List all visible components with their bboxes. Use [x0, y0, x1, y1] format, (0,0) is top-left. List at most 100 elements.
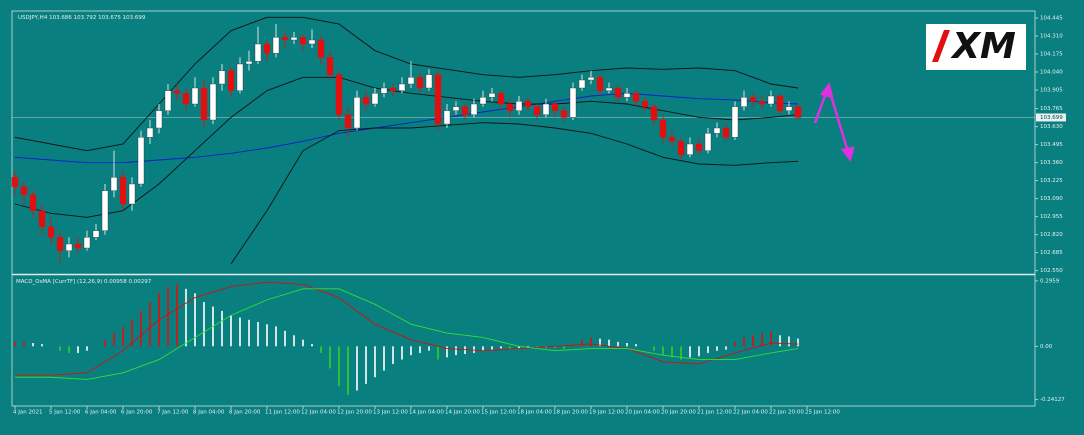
- candle-body: [695, 143, 703, 151]
- candle-body: [371, 93, 379, 105]
- price-tick-label: 102.820: [1040, 232, 1063, 238]
- candle-body: [236, 63, 244, 91]
- price-tick-label: 103.905: [1040, 88, 1063, 94]
- candle-body: [128, 183, 136, 205]
- candle-body: [326, 57, 334, 75]
- candle-body: [389, 87, 397, 91]
- candle-body: [191, 87, 199, 105]
- candle-body: [218, 70, 226, 85]
- candle-body: [704, 133, 712, 151]
- candle-body: [569, 87, 577, 118]
- candle-body: [533, 106, 541, 115]
- candle-body: [605, 87, 613, 91]
- macd-line: [15, 288, 799, 380]
- candle-body: [677, 141, 685, 155]
- x-tick-label: 8 Jan 20:00: [229, 410, 261, 416]
- price-tick-label: 103.765: [1040, 106, 1063, 112]
- candle-body: [443, 110, 451, 125]
- candle-body: [668, 137, 676, 142]
- candle-body: [38, 210, 46, 227]
- open: 103.686: [49, 15, 72, 21]
- x-tick-label: 18 Jan 04:00: [517, 410, 552, 416]
- price-tick-label: 104.310: [1040, 34, 1063, 40]
- candle-body: [488, 93, 496, 98]
- x-tick-label: 20 Jan 20:00: [661, 410, 696, 416]
- low: 103.675: [98, 15, 121, 21]
- candle-body: [155, 110, 163, 129]
- x-tick-label: 18 Jan 20:00: [553, 410, 588, 416]
- candle-body: [20, 186, 28, 195]
- price-tick-label: 102.550: [1040, 268, 1063, 274]
- indicator-tick-label: 0.2959: [1040, 278, 1060, 284]
- price-tick-label: 104.445: [1040, 16, 1063, 22]
- candle-body: [587, 77, 595, 81]
- candle-body: [749, 97, 757, 102]
- x-tick-label: 4 Jan 2021: [13, 410, 42, 416]
- frame: [11, 10, 1036, 407]
- candle-body: [380, 87, 388, 94]
- x-tick-label: 5 Jan 12:00: [49, 410, 81, 416]
- candle-body: [479, 97, 487, 105]
- indicator-line: [230, 122, 799, 265]
- indicator-value: 0.00297: [129, 279, 152, 285]
- x-tick-label: 7 Jan 12:00: [157, 410, 189, 416]
- candle-body: [209, 83, 217, 121]
- candle-body: [596, 77, 604, 91]
- price-tick-label: 103.360: [1040, 160, 1063, 166]
- indicator-tick-label: -0.24127: [1040, 397, 1065, 403]
- candle-body: [551, 103, 559, 111]
- indicator-line: [14, 76, 799, 218]
- candle-body: [137, 137, 145, 185]
- candle-body: [272, 37, 280, 54]
- last-price-box: [1036, 113, 1066, 122]
- candle-body: [344, 114, 352, 129]
- candle-body: [722, 127, 730, 138]
- candle-body: [434, 74, 442, 125]
- candle-body: [164, 90, 172, 111]
- x-tick-label: 6 Jan 04:00: [85, 410, 117, 416]
- candle-body: [74, 243, 82, 249]
- high: 103.792: [74, 15, 97, 21]
- x-tick-label: 14 Jan 04:00: [409, 410, 444, 416]
- last-price-label: 103.699: [1040, 115, 1063, 121]
- candle-body: [173, 90, 181, 94]
- candle-body: [119, 177, 127, 205]
- candle-body: [182, 93, 190, 105]
- candle-body: [227, 70, 235, 91]
- candle-body: [506, 103, 514, 111]
- candle-body: [83, 237, 91, 249]
- candle-body: [641, 101, 649, 107]
- close: 103.699: [123, 15, 146, 21]
- x-tick-label: 11 Jan 12:00: [265, 410, 300, 416]
- price-tick-label: 103.495: [1040, 142, 1063, 148]
- candle-body: [713, 127, 721, 134]
- x-tick-label: 22 Jan 04:00: [733, 410, 768, 416]
- candle-body: [578, 79, 586, 89]
- candle-body: [254, 43, 262, 62]
- candle-body: [47, 226, 55, 238]
- x-tick-label: 15 Jan 12:00: [481, 410, 516, 416]
- candle-body: [146, 127, 154, 138]
- x-tick-label: 21 Jan 12:00: [697, 410, 732, 416]
- logo: XM: [926, 24, 1026, 70]
- candle-body: [353, 97, 361, 129]
- price-tick-label: 102.685: [1040, 250, 1063, 256]
- candle-body: [416, 77, 424, 89]
- x-tick-label: 8 Jan 04:00: [193, 410, 225, 416]
- candle-body: [497, 93, 505, 105]
- x-tick-label: 22 Jan 20:00: [769, 410, 804, 416]
- candle-body: [290, 37, 298, 41]
- x-tick-label: 14 Jan 20:00: [445, 410, 480, 416]
- macd-line: [15, 281, 799, 376]
- marks: 104.445 104.310 104.175 104.040 103.905 103.7…: [11, 16, 1066, 416]
- x-tick-label: 13 Jan 12:00: [373, 410, 408, 416]
- price-tick-label: 102.955: [1040, 214, 1063, 220]
- candle-body: [470, 103, 478, 115]
- candle-body: [659, 119, 667, 138]
- candle-body: [29, 194, 37, 211]
- logo-slash: [932, 30, 950, 62]
- indicator-line: [14, 92, 799, 164]
- candle-body: [461, 106, 469, 115]
